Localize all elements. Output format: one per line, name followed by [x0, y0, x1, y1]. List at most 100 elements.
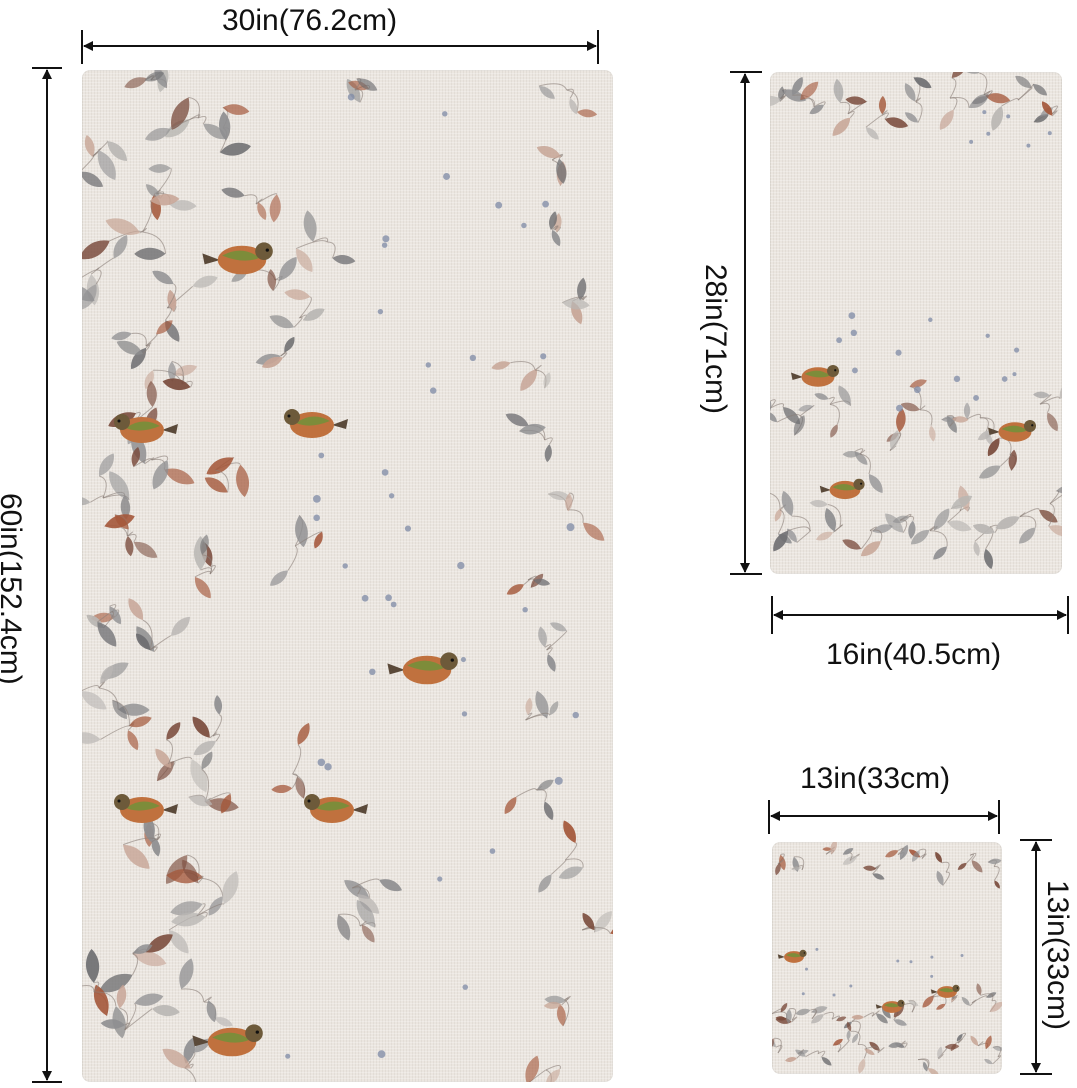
- berry-dot: [566, 523, 575, 532]
- leaf-shape: [910, 529, 930, 545]
- stem-line: [1049, 490, 1060, 505]
- berry-dot: [850, 329, 858, 337]
- leaf-shape: [1047, 412, 1058, 432]
- bath-height-label: 60in(152.4cm): [0, 493, 27, 685]
- leaf-shape: [971, 94, 990, 104]
- leaf-shape: [1008, 449, 1017, 471]
- stem-line: [215, 469, 229, 493]
- berry-dot: [930, 974, 934, 978]
- leaf-shape: [270, 570, 289, 586]
- leaf-shape: [985, 1035, 992, 1050]
- stem-line: [98, 475, 107, 499]
- berry-dot: [896, 959, 900, 963]
- leaf-shape: [543, 801, 554, 821]
- berry-dot: [542, 200, 549, 208]
- leaf-shape: [206, 457, 234, 475]
- leaf-shape: [170, 97, 190, 130]
- stem-line: [949, 97, 958, 111]
- leaf-shape: [132, 950, 167, 967]
- leaf-shape: [987, 858, 1002, 865]
- berry-dot: [554, 776, 563, 785]
- stem-line: [544, 437, 553, 445]
- bath-towel: [82, 70, 613, 1082]
- leaf-shape: [852, 1033, 859, 1044]
- leaf-shape: [577, 277, 587, 301]
- stem-line: [992, 1055, 1002, 1065]
- berry-dot: [369, 668, 376, 676]
- stem-line: [813, 101, 826, 108]
- leaf-shape: [947, 520, 972, 532]
- leaf-shape: [1015, 75, 1032, 88]
- hand-height-label: 28in(71cm): [699, 263, 732, 415]
- leaf-shape: [1033, 391, 1050, 399]
- leaf-shape: [150, 194, 180, 206]
- leaf-shape: [610, 923, 613, 935]
- stem-line: [828, 396, 835, 405]
- leaf-shape: [222, 871, 239, 905]
- stem-line: [523, 577, 532, 585]
- stem-line: [1051, 110, 1058, 117]
- stem-line: [770, 403, 785, 409]
- stem-line: [551, 153, 564, 161]
- berry-dot: [385, 594, 392, 602]
- leaf-shape: [1039, 510, 1058, 523]
- hand-towel-pattern: [770, 72, 1062, 570]
- leaf-shape: [863, 865, 877, 871]
- stem-line: [164, 307, 172, 321]
- leaf-shape: [82, 691, 107, 710]
- leaf-shape: [824, 507, 836, 532]
- leaf-shape: [842, 451, 860, 458]
- stem-line: [92, 148, 102, 157]
- stem-line: [993, 866, 1000, 881]
- leaf-shape: [203, 123, 227, 140]
- stem-line: [914, 97, 922, 103]
- leaf-shape: [144, 127, 171, 141]
- stem-line: [133, 458, 153, 468]
- leaf-shape: [99, 453, 114, 477]
- leaf-shape: [269, 194, 281, 223]
- berry-dot: [986, 131, 991, 136]
- leaf-shape: [144, 71, 165, 82]
- leaf-shape: [830, 842, 837, 855]
- leaf-shape: [576, 109, 598, 118]
- leaf-shape: [908, 1000, 919, 1007]
- leaf-shape: [151, 836, 161, 857]
- leaf-shape: [82, 171, 104, 187]
- leaf-shape: [556, 158, 567, 184]
- stem-line: [949, 77, 957, 99]
- stem-line: [561, 997, 569, 1006]
- leaf-shape: [116, 340, 143, 355]
- leaf-shape: [82, 284, 97, 310]
- stem-line: [181, 988, 205, 1003]
- stem-line: [127, 534, 137, 543]
- bird-shape: [988, 420, 1036, 442]
- berry-dot: [443, 173, 450, 180]
- leaf-shape: [133, 542, 158, 558]
- leaf-shape: [82, 240, 110, 260]
- stem-line: [139, 227, 147, 234]
- leaf-shape: [900, 402, 920, 412]
- leaf-shape: [361, 924, 375, 943]
- leaf-shape: [194, 576, 211, 599]
- leaf-shape: [984, 548, 993, 570]
- hand-width-label: 16in(40.5cm): [826, 638, 1002, 671]
- leaf-shape: [505, 413, 529, 427]
- berry-dot: [805, 967, 809, 971]
- leaf-shape: [133, 944, 153, 954]
- stem-line: [805, 1050, 820, 1058]
- stem-line: [151, 836, 161, 843]
- stem-line: [847, 110, 855, 118]
- leaf-shape: [491, 361, 511, 370]
- stem-line: [864, 1046, 880, 1053]
- leaf-shape: [908, 520, 916, 539]
- stem-line: [834, 524, 844, 532]
- stem-line: [166, 739, 173, 765]
- stem-line: [194, 570, 211, 578]
- leaf-shape: [179, 958, 194, 990]
- berry-dot: [381, 242, 388, 248]
- berry-dot: [540, 353, 547, 360]
- stem-line: [338, 913, 361, 927]
- leaf-shape: [770, 411, 778, 423]
- stem-line: [823, 1011, 835, 1020]
- leaf-shape: [569, 98, 578, 115]
